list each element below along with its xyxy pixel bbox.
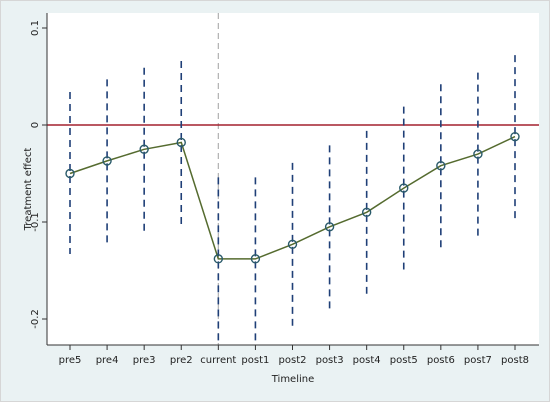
- point-post8: [510, 131, 520, 142]
- y-axis-title: Treatment effect: [23, 148, 34, 232]
- x-tick-label-pre2: pre2: [170, 355, 193, 366]
- point-post7: [473, 149, 483, 159]
- point-post5: [399, 183, 409, 193]
- point-post6: [436, 161, 446, 171]
- point-post2: [287, 239, 298, 250]
- x-axis-title: Timeline: [271, 374, 315, 385]
- point-pre4: [102, 156, 112, 166]
- x-tick-label-post3: post3: [316, 355, 344, 366]
- point-pre5: [65, 168, 75, 179]
- point-pre3: [139, 144, 149, 154]
- x-tick-label-post4: post4: [353, 355, 381, 366]
- x-tick-label-pre5: pre5: [59, 355, 82, 366]
- estimate-line: [69, 135, 516, 260]
- y-tick-label: -0.1: [30, 212, 41, 232]
- x-tick-label-post6: post6: [427, 355, 455, 366]
- point-pre2: [176, 137, 186, 148]
- x-tick-label-post7: post7: [464, 355, 492, 366]
- x-tick-label-pre3: pre3: [133, 355, 156, 366]
- x-tick-label-current: current: [200, 355, 236, 366]
- point-post4: [361, 207, 372, 218]
- x-tick-label-post2: post2: [279, 355, 307, 366]
- x-tick-label-pre4: pre4: [96, 355, 119, 366]
- x-tick-label-post5: post5: [390, 355, 418, 366]
- point-post1: [250, 254, 261, 264]
- y-tick-label: 0: [30, 122, 41, 128]
- y-tick-label: 0.1: [30, 20, 41, 36]
- x-tick-label-post1: post1: [241, 355, 269, 366]
- y-tick-label: -0.2: [30, 309, 41, 329]
- point-post3: [324, 222, 335, 232]
- x-tick-label-post8: post8: [501, 355, 529, 366]
- point-current: [213, 254, 224, 264]
